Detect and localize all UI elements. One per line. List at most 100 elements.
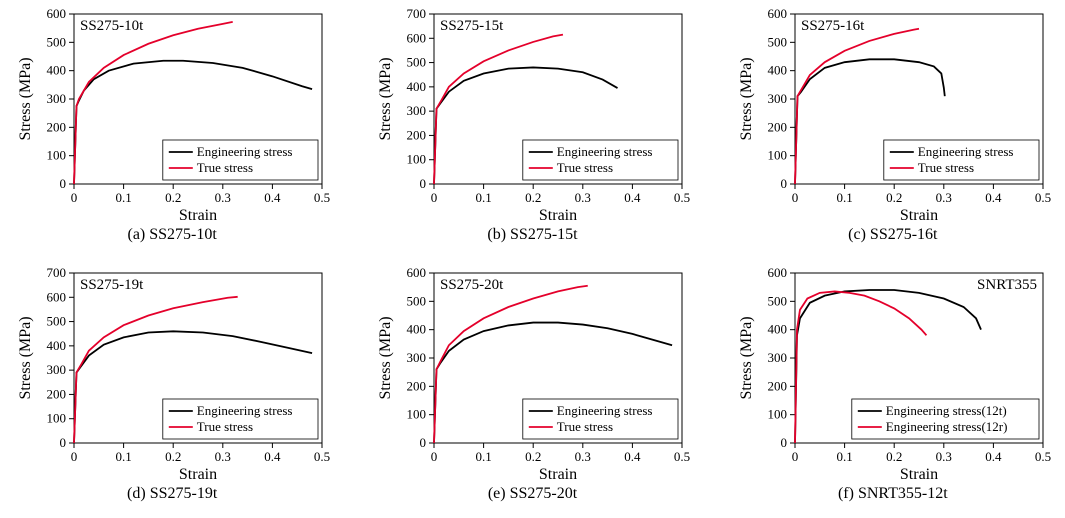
chart-a: 00.10.20.30.40.50100200300400500600Strai… bbox=[12, 4, 332, 224]
ytick-label: 700 bbox=[47, 265, 67, 280]
legend-label: True stress bbox=[197, 160, 253, 175]
legend-label: Engineering stress bbox=[197, 144, 293, 159]
ytick-label: 0 bbox=[60, 435, 67, 450]
xtick-label: 0.3 bbox=[936, 449, 952, 464]
panel-label: SNRT355 bbox=[977, 277, 1037, 293]
xtick-label: 0.2 bbox=[886, 190, 902, 205]
xtick-label: 0.4 bbox=[264, 190, 281, 205]
xtick-label: 0.5 bbox=[314, 449, 330, 464]
ytick-label: 300 bbox=[767, 91, 787, 106]
panel-d: 00.10.20.30.40.50100200300400500600700St… bbox=[4, 263, 340, 514]
xtick-label: 0.1 bbox=[476, 449, 492, 464]
legend-label: True stress bbox=[197, 419, 253, 434]
ytick-label: 700 bbox=[407, 6, 427, 21]
panel-caption: (b) SS275-15t bbox=[487, 226, 577, 244]
chart-d: 00.10.20.30.40.50100200300400500600700St… bbox=[12, 263, 332, 483]
x-axis-title: Strain bbox=[179, 207, 217, 224]
ytick-label: 0 bbox=[780, 435, 787, 450]
ytick-label: 500 bbox=[47, 34, 67, 49]
y-axis-title: Stress (MPa) bbox=[377, 316, 394, 399]
legend-label: True stress bbox=[557, 419, 613, 434]
panel-caption: (d) SS275-19t bbox=[127, 485, 217, 503]
xtick-label: 0.3 bbox=[936, 190, 952, 205]
ytick-label: 600 bbox=[47, 6, 67, 21]
x-axis-title: Strain bbox=[900, 207, 938, 224]
xtick-label: 0.5 bbox=[1035, 190, 1051, 205]
xtick-label: 0.5 bbox=[674, 449, 690, 464]
xtick-label: 0.2 bbox=[165, 190, 181, 205]
x-axis-title: Strain bbox=[179, 466, 217, 483]
xtick-label: 0.5 bbox=[1035, 449, 1051, 464]
ytick-label: 400 bbox=[47, 63, 67, 78]
xtick-label: 0.1 bbox=[836, 449, 852, 464]
ytick-label: 600 bbox=[767, 265, 787, 280]
xtick-label: 0.4 bbox=[625, 449, 642, 464]
chart-c: 00.10.20.30.40.50100200300400500600Strai… bbox=[733, 4, 1053, 224]
ytick-label: 200 bbox=[407, 127, 427, 142]
xtick-label: 0 bbox=[792, 190, 799, 205]
xtick-label: 0.4 bbox=[985, 449, 1002, 464]
ytick-label: 500 bbox=[767, 293, 787, 308]
x-axis-title: Strain bbox=[900, 466, 938, 483]
panel-label: SS275-15t bbox=[440, 18, 504, 34]
ytick-label: 100 bbox=[767, 148, 787, 163]
xtick-label: 0.2 bbox=[526, 449, 542, 464]
ytick-label: 300 bbox=[407, 103, 427, 118]
xtick-label: 0.2 bbox=[165, 449, 181, 464]
xtick-label: 0.5 bbox=[674, 190, 690, 205]
legend-label: Engineering stress(12t) bbox=[886, 403, 1007, 418]
xtick-label: 0.2 bbox=[886, 449, 902, 464]
ytick-label: 400 bbox=[767, 63, 787, 78]
xtick-label: 0.4 bbox=[264, 449, 281, 464]
panel-label: SS275-19t bbox=[80, 277, 144, 293]
legend-label: Engineering stress bbox=[557, 403, 653, 418]
xtick-label: 0.3 bbox=[575, 449, 591, 464]
y-axis-title: Stress (MPa) bbox=[17, 316, 34, 399]
panel-caption: (f) SNRT355-12t bbox=[838, 485, 948, 503]
panel-label: SS275-10t bbox=[80, 18, 144, 34]
panel-b: 00.10.20.30.40.50100200300400500600700St… bbox=[364, 4, 700, 255]
xtick-label: 0 bbox=[71, 190, 78, 205]
ytick-label: 0 bbox=[420, 176, 427, 191]
panel-label: SS275-20t bbox=[440, 277, 504, 293]
ytick-label: 100 bbox=[407, 152, 427, 167]
y-axis-title: Stress (MPa) bbox=[738, 57, 755, 140]
ytick-label: 0 bbox=[420, 435, 427, 450]
ytick-label: 200 bbox=[767, 119, 787, 134]
ytick-label: 500 bbox=[47, 314, 67, 329]
ytick-label: 0 bbox=[780, 176, 787, 191]
ytick-label: 400 bbox=[767, 322, 787, 337]
ytick-label: 100 bbox=[47, 148, 67, 163]
y-axis-title: Stress (MPa) bbox=[17, 57, 34, 140]
legend-label: Engineering stress bbox=[918, 144, 1014, 159]
xtick-label: 0.1 bbox=[116, 449, 132, 464]
legend-label: Engineering stress bbox=[197, 403, 293, 418]
panel-c: 00.10.20.30.40.50100200300400500600Strai… bbox=[725, 4, 1061, 255]
xtick-label: 0 bbox=[792, 449, 799, 464]
xtick-label: 0.2 bbox=[526, 190, 542, 205]
panel-label: SS275-16t bbox=[801, 18, 865, 34]
ytick-label: 300 bbox=[47, 91, 67, 106]
chart-b: 00.10.20.30.40.50100200300400500600700St… bbox=[372, 4, 692, 224]
legend-label: True stress bbox=[557, 160, 613, 175]
ytick-label: 200 bbox=[47, 386, 67, 401]
ytick-label: 100 bbox=[767, 407, 787, 422]
xtick-label: 0 bbox=[71, 449, 78, 464]
ytick-label: 100 bbox=[407, 407, 427, 422]
ytick-label: 200 bbox=[47, 119, 67, 134]
panel-caption: (a) SS275-10t bbox=[128, 226, 217, 244]
x-axis-title: Strain bbox=[539, 207, 577, 224]
xtick-label: 0.4 bbox=[985, 190, 1002, 205]
ytick-label: 300 bbox=[407, 350, 427, 365]
legend-label: True stress bbox=[918, 160, 974, 175]
ytick-label: 200 bbox=[407, 378, 427, 393]
xtick-label: 0.3 bbox=[215, 190, 231, 205]
y-axis-title: Stress (MPa) bbox=[377, 57, 394, 140]
ytick-label: 500 bbox=[407, 293, 427, 308]
ytick-label: 500 bbox=[767, 34, 787, 49]
xtick-label: 0.3 bbox=[575, 190, 591, 205]
ytick-label: 600 bbox=[407, 30, 427, 45]
xtick-label: 0 bbox=[431, 190, 438, 205]
y-axis-title: Stress (MPa) bbox=[738, 316, 755, 399]
panel-f: 00.10.20.30.40.50100200300400500600Strai… bbox=[725, 263, 1061, 514]
